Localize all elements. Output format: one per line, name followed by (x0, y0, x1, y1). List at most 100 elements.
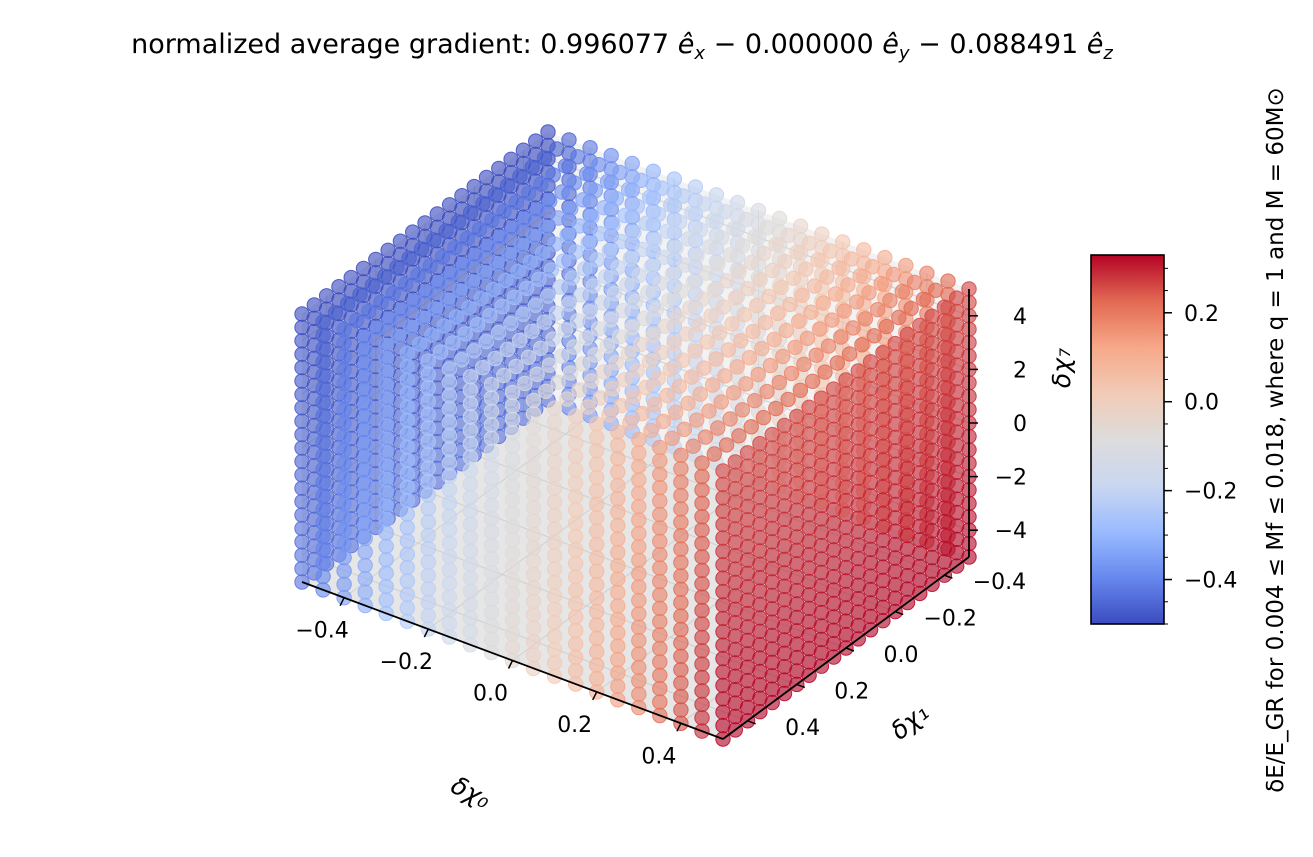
scatter-point (663, 197, 679, 213)
scatter-point (622, 250, 638, 267)
scatter-point (652, 600, 668, 616)
scatter-point (441, 197, 458, 213)
scatter-point (631, 512, 647, 528)
scatter-point (357, 410, 373, 426)
scatter-point (373, 294, 389, 311)
scatter-point (457, 326, 473, 342)
scatter-point (589, 563, 605, 579)
scatter-point (827, 286, 844, 302)
x-tick-label: 0.4 (641, 744, 676, 769)
scatter-point (664, 266, 681, 282)
scatter-point (734, 238, 751, 254)
scatter-point (499, 177, 516, 194)
scatter-point (882, 292, 898, 309)
scatter-point (640, 284, 656, 301)
scatter-point (650, 370, 666, 387)
scatter-point (473, 290, 489, 307)
scatter-point (622, 414, 638, 431)
scatter-point (378, 377, 394, 394)
scatter-point (715, 677, 731, 694)
scatter-point (503, 151, 519, 168)
scatter-point (719, 273, 735, 289)
scatter-point (545, 331, 561, 347)
scatter-point (610, 491, 626, 507)
scatter-point (483, 510, 500, 527)
scatter-point (525, 513, 542, 529)
scatter-point (845, 320, 861, 336)
scatter-point (631, 592, 647, 609)
scatter-point (529, 366, 545, 382)
scatter-point (613, 233, 630, 250)
y-tick (894, 610, 904, 616)
scatter-point (568, 244, 584, 260)
scatter-point (568, 542, 584, 558)
scatter-point (559, 391, 575, 407)
scatter-point (508, 194, 524, 211)
scatter-point (776, 417, 793, 434)
scatter-point (715, 704, 731, 720)
scatter-point (483, 443, 500, 460)
scatter-point (589, 590, 605, 606)
scatter-point (610, 598, 626, 614)
scatter-point (378, 592, 394, 608)
scatter-point (554, 184, 570, 200)
scatter-point (652, 573, 668, 590)
scatter-point (315, 381, 331, 397)
scatter-point (568, 462, 584, 478)
scatter-point (315, 327, 331, 343)
scatter-point (887, 335, 903, 352)
scatter-point (715, 570, 731, 586)
scatter-point (715, 476, 731, 493)
scatter-point (420, 567, 436, 584)
scatter-point (718, 437, 735, 453)
scatter-point (315, 421, 331, 437)
scatter-point (462, 596, 479, 613)
scatter-point (798, 261, 814, 277)
scatter-point (496, 367, 512, 384)
scatter-point (631, 646, 647, 662)
scatter-point (559, 227, 575, 243)
scatter-point (483, 618, 500, 634)
scatter-point (801, 399, 817, 415)
scatter-point (685, 438, 701, 454)
scatter-point (503, 315, 519, 332)
scatter-point (454, 188, 470, 204)
scatter-point (394, 302, 410, 318)
scatter-point (462, 409, 479, 425)
scatter-point (546, 641, 563, 658)
scatter-point (568, 609, 584, 625)
scatter-point (592, 226, 609, 242)
scatter-point (704, 377, 721, 393)
scatter-point (671, 214, 688, 230)
scatter-point (546, 614, 563, 631)
scatter-point (462, 462, 479, 479)
chart-title: normalized average gradient: 0.996077 êx… (131, 29, 1113, 64)
scatter-point (504, 425, 521, 441)
scatter-point (652, 560, 668, 576)
scatter-point (571, 382, 587, 398)
scatter-point (589, 523, 605, 539)
scatter-point (336, 348, 352, 365)
scatter-point (673, 608, 689, 624)
scatter-point (631, 485, 647, 501)
scatter-point (813, 390, 830, 406)
scatter-point (441, 535, 458, 551)
scatter-point (829, 355, 845, 371)
scatter-point (546, 521, 563, 537)
y-tick-label: 0.2 (834, 679, 869, 704)
scatter-point (652, 479, 668, 496)
scatter-point (411, 336, 428, 352)
scatter-point (678, 326, 695, 342)
scatter-point (504, 559, 521, 575)
scatter-point (854, 337, 870, 353)
scatter-point (627, 293, 644, 310)
scatter-point (462, 516, 479, 532)
scatter-point (294, 426, 310, 443)
scatter-point (598, 269, 614, 285)
scatter-point (689, 248, 705, 264)
scatter-point (357, 370, 373, 386)
scatter-point (610, 651, 626, 668)
scatter-point (673, 675, 689, 691)
scatter-point (525, 647, 542, 663)
scatter-point (483, 430, 500, 446)
